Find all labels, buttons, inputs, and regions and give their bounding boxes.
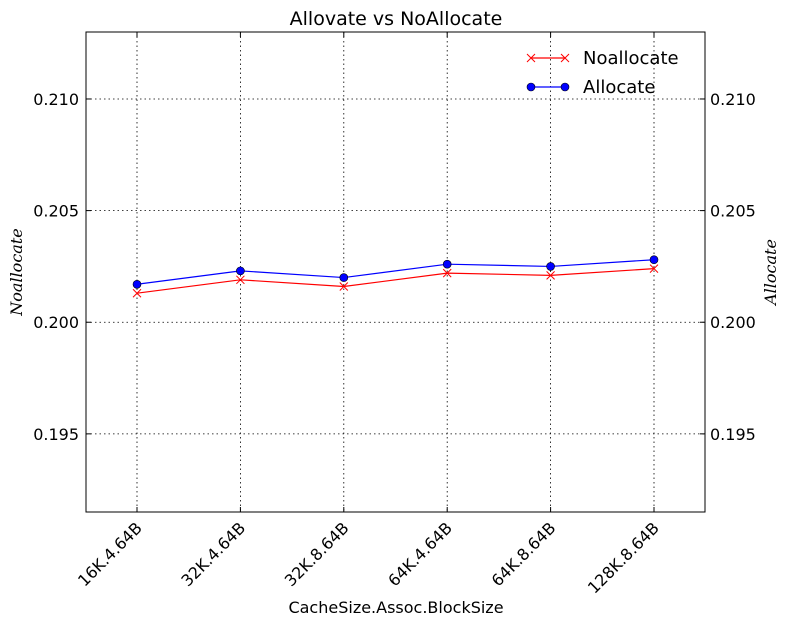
y-tick-label-right: 0.210 (710, 90, 756, 109)
series-line-allocate (136, 259, 655, 285)
y-tick-label-right: 0.205 (710, 202, 756, 221)
legend-marker-noallocate (526, 53, 536, 63)
legend-label-noallocate: Noallocate (583, 48, 679, 69)
series-line-noallocate (136, 268, 655, 294)
legend: Noallocate Allocate (526, 48, 679, 98)
y-tick-label-right: 0.200 (710, 313, 756, 332)
x-tick-label: 32K.4.64B (177, 518, 249, 590)
x-tick-label: 64K.8.64B (488, 518, 560, 590)
legend-label-allocate: Allocate (583, 77, 655, 98)
y-tick-label-right: 0.195 (710, 425, 756, 444)
y-axis-label-left: Noallocate (7, 228, 26, 316)
plot-frame (85, 31, 706, 513)
data-point-allocate (339, 273, 349, 282)
series-layer (132, 255, 659, 298)
x-tick-label: 32K.8.64B (281, 518, 353, 590)
x-tick-label: 16K.4.64B (74, 518, 146, 590)
legend-marker-allocate (560, 82, 570, 92)
data-point-noallocate (236, 275, 245, 285)
y-tick-label-left: 0.195 (33, 425, 79, 444)
data-point-noallocate (339, 282, 349, 291)
x-axis-label: CacheSize.Assoc.BlockSize (288, 598, 503, 617)
data-point-allocate (442, 259, 452, 269)
y-tick-label-left: 0.205 (33, 202, 79, 221)
data-point-noallocate (132, 288, 142, 298)
x-tick-label: 128K.8.64B (584, 518, 663, 597)
legend-marker-allocate (526, 82, 536, 92)
legend-marker-noallocate (560, 53, 570, 63)
y-axis-label-right: Allocate (761, 239, 780, 307)
data-point-allocate (236, 266, 245, 276)
data-point-noallocate (649, 264, 659, 274)
y-tick-label-left: 0.210 (33, 90, 79, 109)
x-tick-label: 64K.4.64B (384, 518, 456, 590)
data-point-noallocate (442, 268, 452, 278)
data-point-allocate (132, 279, 142, 289)
grid-layer (86, 32, 705, 512)
data-point-allocate (546, 262, 555, 271)
data-point-allocate (649, 255, 659, 265)
chart-title: Allovate vs NoAllocate (290, 8, 503, 30)
data-point-noallocate (546, 270, 555, 280)
tick-layer: 16K.4.64B 32K.4.64B 32K.8.64B 64K.4.64B 64K.… (33, 32, 756, 597)
y-tick-label-left: 0.200 (33, 313, 79, 332)
